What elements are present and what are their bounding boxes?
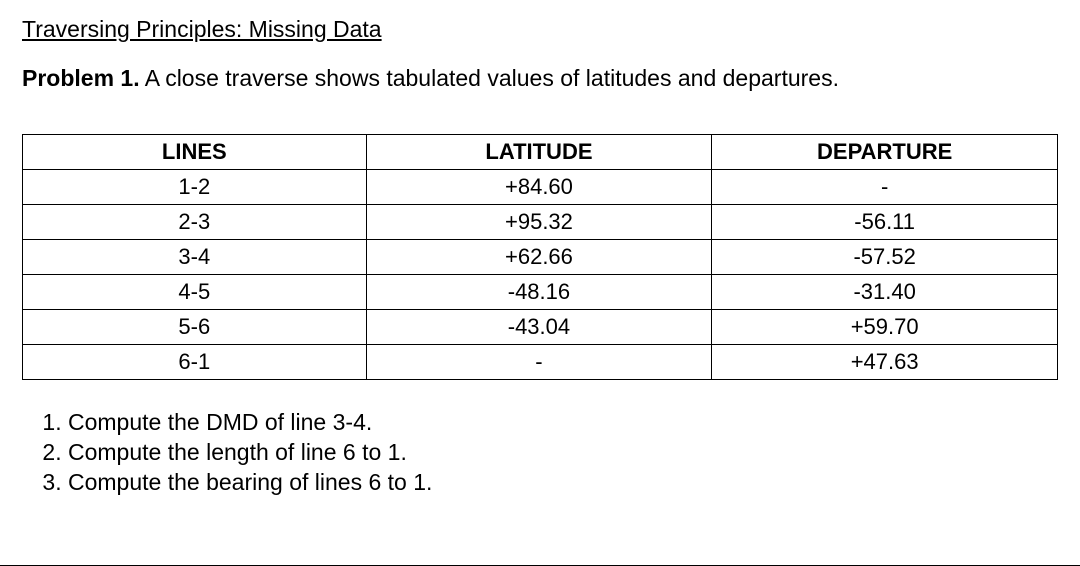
cell-departure: - bbox=[712, 170, 1058, 205]
question-list: Compute the DMD of line 3-4. Compute the… bbox=[22, 408, 1058, 498]
question-item: Compute the bearing of lines 6 to 1. bbox=[68, 468, 1058, 498]
section-heading: Traversing Principles: Missing Data bbox=[22, 16, 1058, 43]
cell-line: 3-4 bbox=[23, 240, 367, 275]
cell-departure: -31.40 bbox=[712, 275, 1058, 310]
cell-latitude: -48.16 bbox=[366, 275, 712, 310]
page-root: Traversing Principles: Missing Data Prob… bbox=[0, 0, 1080, 566]
table-row: 2-3 +95.32 -56.11 bbox=[23, 205, 1058, 240]
table-row: 5-6 -43.04 +59.70 bbox=[23, 310, 1058, 345]
problem-label: Problem 1. bbox=[22, 65, 140, 91]
cell-line: 6-1 bbox=[23, 345, 367, 380]
table-header-row: LINES LATITUDE DEPARTURE bbox=[23, 135, 1058, 170]
question-item: Compute the DMD of line 3-4. bbox=[68, 408, 1058, 438]
question-item: Compute the length of line 6 to 1. bbox=[68, 438, 1058, 468]
cell-latitude: +95.32 bbox=[366, 205, 712, 240]
cell-departure: +47.63 bbox=[712, 345, 1058, 380]
cell-latitude: +62.66 bbox=[366, 240, 712, 275]
table-row: 6-1 - +47.63 bbox=[23, 345, 1058, 380]
problem-statement: Problem 1. A close traverse shows tabula… bbox=[22, 65, 1058, 92]
cell-departure: -56.11 bbox=[712, 205, 1058, 240]
col-header-latitude: LATITUDE bbox=[366, 135, 712, 170]
cell-departure: +59.70 bbox=[712, 310, 1058, 345]
cell-latitude: - bbox=[366, 345, 712, 380]
table-row: 4-5 -48.16 -31.40 bbox=[23, 275, 1058, 310]
table-row: 3-4 +62.66 -57.52 bbox=[23, 240, 1058, 275]
col-header-departure: DEPARTURE bbox=[712, 135, 1058, 170]
cell-line: 2-3 bbox=[23, 205, 367, 240]
cell-line: 1-2 bbox=[23, 170, 367, 205]
problem-text: A close traverse shows tabulated values … bbox=[140, 65, 839, 91]
cell-latitude: -43.04 bbox=[366, 310, 712, 345]
table-row: 1-2 +84.60 - bbox=[23, 170, 1058, 205]
cell-line: 4-5 bbox=[23, 275, 367, 310]
traverse-table: LINES LATITUDE DEPARTURE 1-2 +84.60 - 2-… bbox=[22, 134, 1058, 380]
cell-line: 5-6 bbox=[23, 310, 367, 345]
cell-departure: -57.52 bbox=[712, 240, 1058, 275]
col-header-lines: LINES bbox=[23, 135, 367, 170]
cell-latitude: +84.60 bbox=[366, 170, 712, 205]
